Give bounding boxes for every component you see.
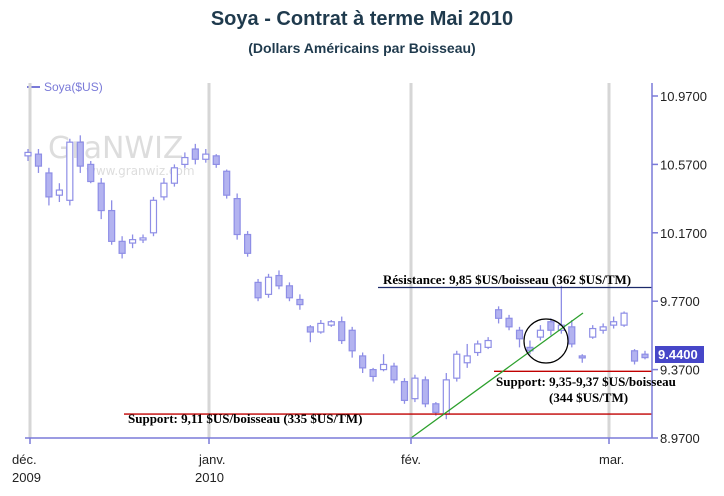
candle <box>338 316 346 344</box>
y-axis-ticks: 10.9700 10.5700 10.1700 9.7700 9.3700 8.9700 <box>652 89 707 446</box>
candle <box>139 234 147 244</box>
candle <box>212 154 220 168</box>
candle <box>233 193 241 240</box>
candle <box>170 164 179 187</box>
candle <box>160 178 168 201</box>
candle <box>285 282 294 302</box>
y-tick-label: 10.5700 <box>660 157 707 172</box>
overlays <box>124 286 652 439</box>
candle <box>55 183 63 203</box>
candle <box>474 340 482 356</box>
candle <box>568 320 576 348</box>
candle <box>34 149 43 173</box>
watermark-url: www.granwiz.com <box>86 164 195 178</box>
candle <box>369 367 377 382</box>
candle <box>390 362 398 384</box>
candle <box>87 160 95 184</box>
candle <box>149 196 158 237</box>
candle <box>620 311 628 327</box>
candle <box>191 143 199 165</box>
y-tick-label: 9.3700 <box>660 363 700 378</box>
candle <box>494 306 503 324</box>
resistance-label: Résistance: 9,85 $US/boisseau (362 $US/T… <box>383 272 631 287</box>
x-tick-year: 2010 <box>195 470 224 485</box>
last-price-badge <box>655 346 704 363</box>
candle <box>244 231 252 257</box>
candle <box>599 323 607 334</box>
candle <box>306 325 314 343</box>
y-tick-label: 10.9700 <box>660 89 707 104</box>
candle <box>484 337 492 350</box>
candle <box>264 273 273 298</box>
candle <box>275 270 283 290</box>
gridlines <box>28 83 611 438</box>
y-tick-label: 9.7700 <box>660 294 700 309</box>
candle <box>641 350 649 360</box>
support-main-label: Support: 9,11 $US/boisseau (335 $US/TM) <box>128 411 362 426</box>
candle <box>505 314 513 331</box>
chart-title: Soya - Contrat à terme Mai 2010 <box>210 8 514 30</box>
x-tick-year: 2009 <box>12 470 41 485</box>
candle <box>128 234 137 249</box>
candle <box>118 236 126 259</box>
candle <box>296 294 304 310</box>
candle <box>578 354 586 363</box>
candle <box>536 325 545 341</box>
candle <box>348 326 356 358</box>
candle <box>411 374 419 403</box>
candle-series <box>24 135 649 420</box>
x-tick-label: mar. <box>599 452 624 467</box>
candle <box>76 135 84 173</box>
chart-subtitle: (Dollars Américains par Boisseau) <box>248 40 476 56</box>
candle <box>24 149 32 161</box>
x-tick-label: fév. <box>401 452 421 467</box>
candle <box>108 200 116 245</box>
x-tick-label: janv. <box>198 452 226 467</box>
candle <box>630 349 639 365</box>
candle <box>515 326 524 348</box>
candle <box>66 138 74 206</box>
legend-label: Soya($US) <box>44 80 103 94</box>
candle <box>202 149 210 163</box>
candle <box>379 354 388 372</box>
candle <box>610 316 618 329</box>
candle <box>359 352 367 374</box>
uptrend-line <box>410 312 584 439</box>
candle <box>317 320 325 334</box>
support-recent-label-tm: (344 $US/TM) <box>549 390 628 405</box>
candle <box>97 178 105 220</box>
last-price-label: 9.4400 <box>658 347 698 362</box>
support-recent-label: Support: 9,35-9,37 $US/boisseau <box>496 374 676 389</box>
x-tick-label: déc. <box>12 452 37 467</box>
candle <box>327 320 335 327</box>
y-tick-label: 10.1700 <box>660 226 707 241</box>
candle <box>421 376 429 408</box>
candle <box>589 325 597 339</box>
candle <box>453 350 461 382</box>
candle <box>45 167 53 206</box>
candle <box>400 378 409 404</box>
highlight-circle <box>523 318 569 364</box>
y-tick-label: 8.9700 <box>660 431 700 446</box>
candle <box>181 152 189 168</box>
candle <box>254 278 262 302</box>
candle <box>547 318 555 336</box>
x-axis-ticks: déc. 2009 janv. 2010 fév. mar. <box>12 438 624 485</box>
candle <box>223 169 231 199</box>
candle <box>463 343 471 368</box>
